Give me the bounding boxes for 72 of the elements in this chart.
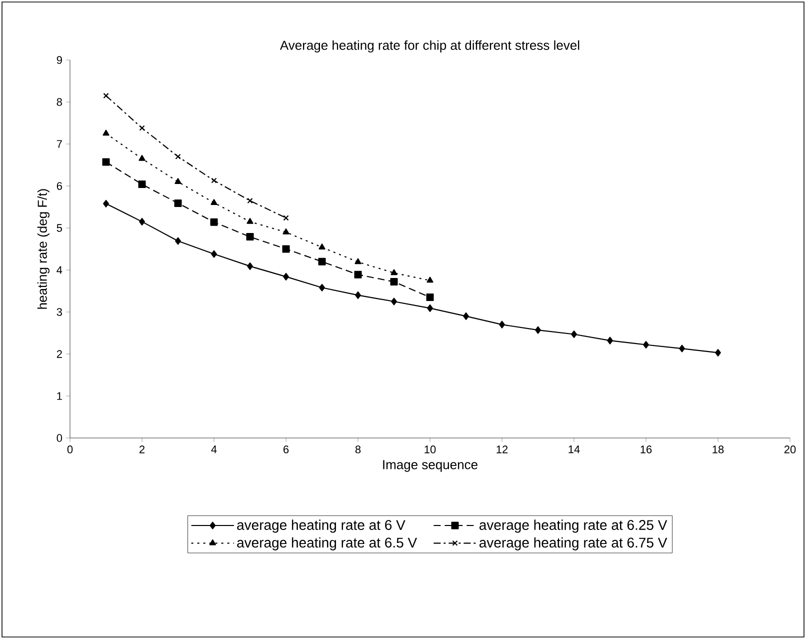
point (607, 336, 613, 344)
point (247, 262, 253, 270)
point (211, 178, 217, 184)
point (139, 125, 145, 131)
chart-title: Average heating rate for chip at different stress level (280, 40, 580, 52)
x-tick-label: 4 (211, 446, 217, 454)
y-tick-label: 2 (56, 350, 62, 358)
point (643, 341, 649, 348)
point (175, 154, 181, 160)
legend-label: average heating rate at 6.25 V (479, 520, 668, 533)
x-axis-title: Image sequence (383, 460, 478, 472)
point (715, 348, 721, 356)
y-tick-label: 9 (56, 56, 62, 64)
point (102, 130, 110, 136)
y-tick-label: 7 (56, 140, 62, 148)
point (283, 272, 289, 280)
y-axis-title: heating rate (deg F/t) (37, 189, 50, 309)
y-tick-label: 1 (57, 392, 62, 400)
x-tick-label: 0 (67, 446, 73, 454)
point (211, 250, 217, 258)
y-tick-label: 4 (56, 266, 62, 274)
x-tick-label: 16 (640, 446, 652, 454)
point (354, 258, 362, 264)
point (174, 178, 182, 184)
legend-label: average heating rate at 6 V (237, 520, 406, 533)
point (138, 180, 146, 188)
y-tick-label: 6 (56, 182, 62, 190)
point (318, 258, 326, 266)
x-tick-label: 2 (139, 446, 145, 454)
point (102, 158, 110, 166)
point (246, 218, 254, 224)
point (319, 284, 325, 292)
point (463, 312, 469, 320)
point (426, 276, 434, 283)
point (174, 199, 182, 207)
y-tick-label: 3 (56, 308, 62, 316)
point (138, 154, 146, 161)
y-tick-label: 8 (56, 98, 62, 106)
point (318, 244, 326, 250)
point (246, 233, 254, 241)
point (210, 218, 218, 226)
point (679, 344, 685, 352)
point (282, 228, 290, 234)
point (103, 200, 109, 208)
point (175, 237, 181, 245)
point (103, 92, 109, 99)
point (571, 330, 577, 338)
point (427, 304, 433, 312)
point (139, 218, 145, 226)
point (354, 270, 362, 278)
legend-label: average heating rate at 6.75 V (479, 537, 668, 550)
point (210, 199, 218, 205)
point (355, 291, 361, 299)
point (426, 294, 434, 302)
x-tick-label: 8 (355, 446, 361, 454)
x-tick-label: 10 (424, 446, 436, 454)
x-tick-label: 6 (284, 446, 289, 454)
point (282, 245, 290, 253)
point (247, 198, 253, 204)
x-tick-label: 14 (568, 446, 580, 454)
point (390, 269, 398, 276)
x-tick-label: 12 (496, 446, 508, 454)
x-tick-label: 18 (712, 446, 724, 454)
point (499, 320, 505, 328)
point (535, 326, 541, 334)
point (283, 215, 289, 221)
y-tick-label: 5 (56, 224, 62, 232)
y-tick-label: 0 (56, 434, 62, 442)
point (391, 298, 397, 306)
legend-label: average heating rate at 6.5 V (237, 537, 418, 550)
point (390, 278, 398, 286)
x-tick-label: 20 (784, 446, 796, 454)
